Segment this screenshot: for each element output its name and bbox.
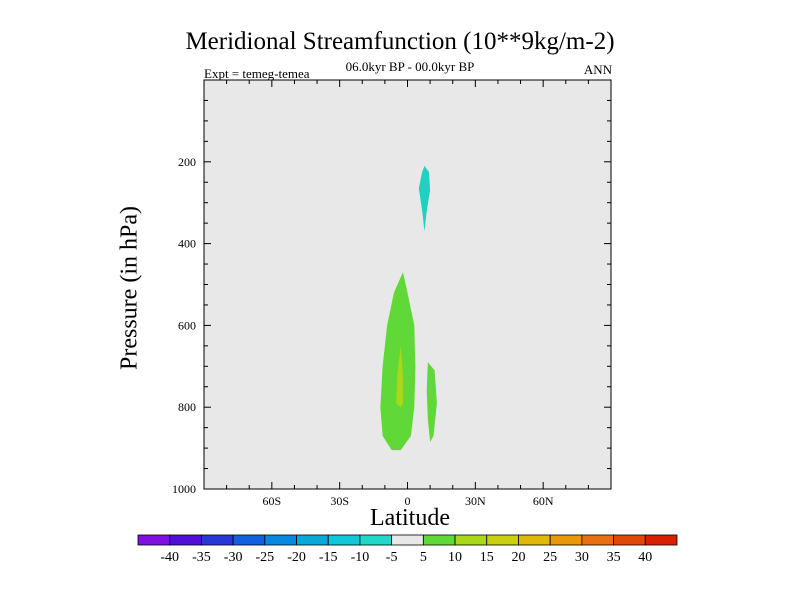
colorbar-label: -10	[351, 550, 370, 565]
season-label: ANN	[583, 62, 612, 77]
colorbar-label: -30	[224, 550, 243, 565]
colorbar-box	[201, 534, 234, 546]
colorbar-label: -15	[319, 550, 338, 565]
colorbar-label: 30	[575, 550, 589, 565]
x-tick-label: 60S	[262, 494, 281, 508]
colorbar-box	[613, 534, 646, 546]
colorbar-label: 40	[638, 550, 652, 565]
y-tick-label: 200	[178, 155, 196, 169]
colorbar-box	[264, 534, 297, 546]
contour-lower-positive-cell	[380, 272, 416, 451]
x-axis-label: Latitude	[370, 505, 450, 531]
colorbar-box	[644, 534, 678, 546]
experiment-label: Expt = temeg-temea	[204, 66, 310, 81]
x-tick-label: 60N	[533, 494, 554, 508]
colorbar-label: -35	[192, 550, 211, 565]
y-tick-label: 400	[178, 237, 196, 251]
colorbar-label: 35	[607, 550, 621, 565]
colorbar-box	[454, 534, 488, 546]
colorbar-box	[486, 534, 519, 546]
contour-lower-positive-core	[396, 345, 403, 408]
colorbar-box	[137, 534, 171, 546]
x-tick-label: 30N	[465, 494, 486, 508]
contour-right-positive-cell	[426, 362, 437, 442]
colorbar-box	[518, 534, 551, 546]
colorbar-box	[169, 534, 202, 546]
colorbar-label: 5	[420, 550, 427, 565]
x-tick-label: 30S	[330, 494, 349, 508]
y-tick-label: 800	[178, 400, 196, 414]
colorbar-label: -20	[287, 550, 306, 565]
colorbar-box	[232, 534, 266, 546]
y-tick-label: 600	[178, 318, 196, 332]
colorbar-box	[422, 534, 456, 546]
colorbar-box	[296, 534, 329, 546]
y-tick-label: 1000	[172, 482, 196, 496]
chart-title: Meridional Streamfunction (10**9kg/m-2)	[185, 28, 615, 55]
colorbar-label: 20	[511, 550, 525, 565]
colorbar-box	[549, 534, 583, 546]
colorbar-label: 10	[448, 550, 462, 565]
contour-upper-negative-cell	[418, 165, 431, 232]
colorbar-label: 15	[480, 550, 494, 565]
x-tick-label: 0	[405, 494, 411, 508]
colorbar-label: -25	[255, 550, 274, 565]
colorbar-label: -5	[386, 550, 398, 565]
colorbar-box	[359, 534, 393, 546]
colorbar-box	[327, 534, 361, 546]
chart-subtitle: 06.0kyr BP - 00.0kyr BP	[345, 59, 475, 74]
colorbar-label: 25	[543, 550, 557, 565]
colorbar-box	[581, 534, 614, 546]
colorbar-label: -40	[160, 550, 179, 565]
colorbar-box	[391, 534, 424, 546]
